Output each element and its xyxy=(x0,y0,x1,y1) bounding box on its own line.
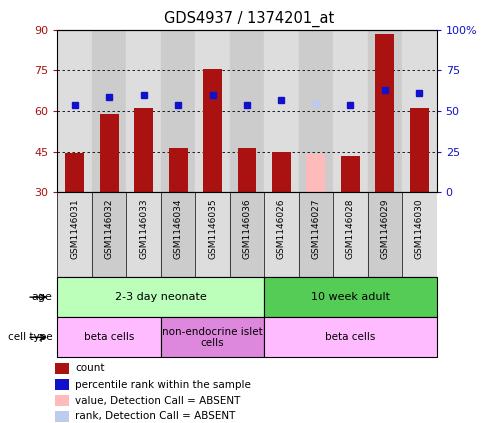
Text: GSM1146027: GSM1146027 xyxy=(311,198,320,259)
Text: GSM1146036: GSM1146036 xyxy=(243,198,251,259)
Bar xyxy=(57,317,161,357)
Bar xyxy=(92,192,126,277)
Bar xyxy=(264,317,437,357)
Bar xyxy=(368,192,402,277)
Bar xyxy=(92,30,126,192)
Bar xyxy=(55,411,69,422)
Text: GDS4937 / 1374201_at: GDS4937 / 1374201_at xyxy=(164,11,335,27)
Text: GSM1146032: GSM1146032 xyxy=(105,198,114,259)
Bar xyxy=(410,108,429,192)
Bar xyxy=(57,192,92,277)
Bar xyxy=(272,152,291,192)
Text: cell type: cell type xyxy=(8,332,52,342)
Bar xyxy=(100,114,119,192)
Text: rank, Detection Call = ABSENT: rank, Detection Call = ABSENT xyxy=(75,411,236,421)
Bar xyxy=(299,30,333,192)
Bar xyxy=(333,30,368,192)
Bar xyxy=(55,363,69,374)
Bar xyxy=(238,148,256,192)
Bar xyxy=(161,30,195,192)
Bar xyxy=(306,154,325,192)
Text: GSM1146030: GSM1146030 xyxy=(415,198,424,259)
Text: age: age xyxy=(31,292,52,302)
Bar xyxy=(57,30,92,192)
Text: 10 week adult: 10 week adult xyxy=(311,292,390,302)
Bar xyxy=(341,156,360,192)
Bar xyxy=(126,192,161,277)
Bar xyxy=(375,34,394,192)
Bar xyxy=(55,379,69,390)
Text: percentile rank within the sample: percentile rank within the sample xyxy=(75,380,251,390)
Text: GSM1146026: GSM1146026 xyxy=(277,198,286,259)
Bar xyxy=(230,192,264,277)
Text: 2-3 day neonate: 2-3 day neonate xyxy=(115,292,207,302)
Text: GSM1146029: GSM1146029 xyxy=(380,198,389,259)
Text: GSM1146034: GSM1146034 xyxy=(174,198,183,259)
Text: beta cells: beta cells xyxy=(325,332,376,342)
Text: value, Detection Call = ABSENT: value, Detection Call = ABSENT xyxy=(75,396,241,406)
Bar xyxy=(264,192,299,277)
Bar xyxy=(161,192,195,277)
Text: GSM1146035: GSM1146035 xyxy=(208,198,217,259)
Bar xyxy=(65,153,84,192)
Text: GSM1146031: GSM1146031 xyxy=(70,198,79,259)
Text: GSM1146033: GSM1146033 xyxy=(139,198,148,259)
Bar xyxy=(55,396,69,407)
Text: GSM1146028: GSM1146028 xyxy=(346,198,355,259)
Bar xyxy=(264,30,299,192)
Text: non-endocrine islet
cells: non-endocrine islet cells xyxy=(162,327,263,348)
Text: beta cells: beta cells xyxy=(84,332,134,342)
Bar xyxy=(161,317,264,357)
Bar xyxy=(57,277,264,317)
Bar xyxy=(134,108,153,192)
Bar xyxy=(333,192,368,277)
Bar xyxy=(195,192,230,277)
Bar xyxy=(299,192,333,277)
Bar xyxy=(402,192,437,277)
Bar xyxy=(195,30,230,192)
Bar xyxy=(368,30,402,192)
Bar xyxy=(230,30,264,192)
Text: count: count xyxy=(75,363,105,374)
Bar xyxy=(402,30,437,192)
Bar xyxy=(126,30,161,192)
Bar xyxy=(169,148,188,192)
Bar xyxy=(203,69,222,192)
Bar xyxy=(264,277,437,317)
